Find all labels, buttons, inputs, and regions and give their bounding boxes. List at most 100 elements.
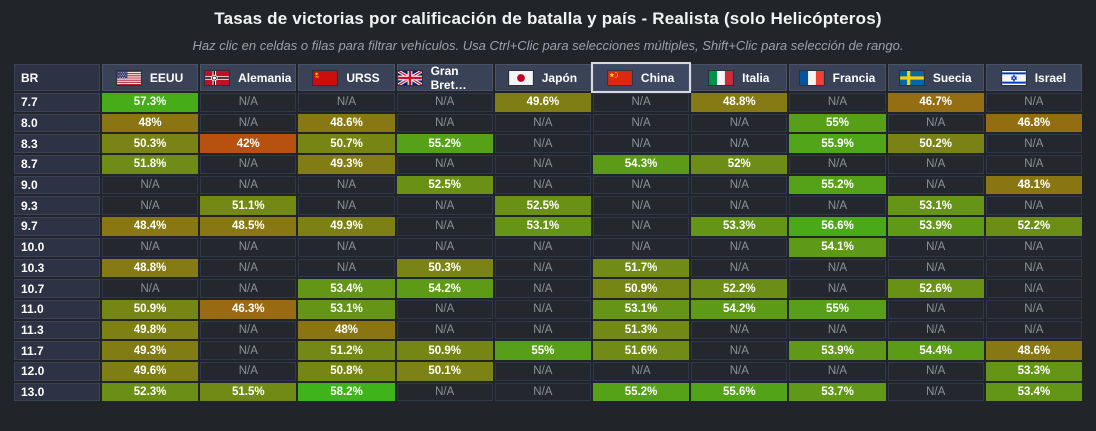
winrate-cell[interactable]: 46.7% <box>887 93 984 112</box>
winrate-cell[interactable]: 55.6% <box>691 382 788 402</box>
winrate-cell[interactable]: 53.3% <box>985 361 1082 381</box>
winrate-cell[interactable]: 55% <box>789 113 886 133</box>
winrate-cell[interactable]: 53.9% <box>789 341 886 360</box>
winrate-cell[interactable]: 52.5% <box>396 175 493 195</box>
winrate-cell[interactable]: 51.3% <box>592 320 690 340</box>
column-header-israel[interactable]: Israel <box>985 64 1082 91</box>
na-cell: N/A <box>691 361 788 381</box>
winrate-cell[interactable]: 54.1% <box>789 237 886 257</box>
row-label-br-9.3[interactable]: 9.3 <box>14 196 100 216</box>
na-cell: N/A <box>396 382 493 402</box>
winrate-cell[interactable]: 50.3% <box>102 134 199 154</box>
row-label-br-11.3[interactable]: 11.3 <box>14 320 100 340</box>
winrate-cell[interactable]: 48.4% <box>102 217 199 236</box>
row-label-br-10.0[interactable]: 10.0 <box>14 237 100 257</box>
winrate-cell[interactable]: 55.2% <box>592 382 690 402</box>
winrate-cell[interactable]: 54.2% <box>396 279 493 298</box>
column-header-alemania[interactable]: Alemania <box>200 64 297 91</box>
winrate-cell[interactable]: 50.1% <box>396 361 493 381</box>
winrate-cell[interactable]: 54.3% <box>592 155 690 174</box>
winrate-cell[interactable]: 53.9% <box>887 217 984 236</box>
column-header-eeuu[interactable]: EEUU <box>102 64 199 91</box>
winrate-cell[interactable]: 57.3% <box>102 93 199 112</box>
row-label-br-11.0[interactable]: 11.0 <box>14 299 100 319</box>
winrate-cell[interactable]: 52.5% <box>494 196 591 216</box>
winrate-cell[interactable]: 53.4% <box>298 279 395 298</box>
winrate-cell[interactable]: 48% <box>298 320 395 340</box>
winrate-cell[interactable]: 54.2% <box>691 299 788 319</box>
winrate-cell[interactable]: 52.2% <box>691 279 788 298</box>
winrate-cell[interactable]: 56.6% <box>789 217 886 236</box>
column-header-label: Francia <box>832 70 876 85</box>
row-label-br-7.7[interactable]: 7.7 <box>14 93 100 112</box>
winrate-cell[interactable]: 49.9% <box>298 217 395 236</box>
winrate-cell[interactable]: 49.6% <box>494 93 591 112</box>
winrate-cell[interactable]: 48.8% <box>102 258 199 278</box>
na-cell: N/A <box>396 196 493 216</box>
winrate-cell[interactable]: 50.9% <box>396 341 493 360</box>
winrate-cell[interactable]: 58.2% <box>298 382 395 402</box>
winrate-cell[interactable]: 46.8% <box>985 113 1082 133</box>
winrate-cell[interactable]: 42% <box>200 134 297 154</box>
winrate-cell[interactable]: 48.6% <box>298 113 395 133</box>
row-label-br-8.7[interactable]: 8.7 <box>14 155 100 174</box>
winrate-cell[interactable]: 49.3% <box>102 341 199 360</box>
winrate-cell[interactable]: 53.1% <box>592 299 690 319</box>
winrate-cell[interactable]: 55% <box>789 299 886 319</box>
winrate-cell[interactable]: 50.2% <box>887 134 984 154</box>
winrate-cell[interactable]: 50.7% <box>298 134 395 154</box>
winrate-cell[interactable]: 48.1% <box>985 175 1082 195</box>
winrate-cell[interactable]: 53.4% <box>985 382 1082 402</box>
row-label-br-12.0[interactable]: 12.0 <box>14 361 100 381</box>
winrate-cell[interactable]: 49.8% <box>102 320 199 340</box>
row-label-br-10.7[interactable]: 10.7 <box>14 279 100 298</box>
row-label-br-11.7[interactable]: 11.7 <box>14 341 100 360</box>
column-header-japon[interactable]: Japón <box>494 64 591 91</box>
row-label-br-10.3[interactable]: 10.3 <box>14 258 100 278</box>
column-header-urss[interactable]: URSS <box>298 64 395 91</box>
column-header-china[interactable]: China <box>590 62 692 93</box>
winrate-cell[interactable]: 52.2% <box>985 217 1082 236</box>
winrate-cell[interactable]: 52.3% <box>102 382 199 402</box>
winrate-cell[interactable]: 52% <box>691 155 788 174</box>
winrate-cell[interactable]: 53.1% <box>887 196 984 216</box>
winrate-cell[interactable]: 48.8% <box>691 93 788 112</box>
winrate-cell[interactable]: 51.7% <box>592 258 690 278</box>
winrate-cell[interactable]: 53.3% <box>691 217 788 236</box>
winrate-cell[interactable]: 53.7% <box>789 382 886 402</box>
winrate-cell[interactable]: 51.5% <box>200 382 297 402</box>
winrate-cell[interactable]: 48% <box>102 113 199 133</box>
column-header-br: BR <box>14 64 100 91</box>
winrate-cell[interactable]: 49.6% <box>102 361 199 381</box>
row-label-br-13.0[interactable]: 13.0 <box>14 382 100 402</box>
winrate-cell[interactable]: 49.3% <box>298 155 395 174</box>
column-header-gran_bretana[interactable]: Gran Bret… <box>396 64 493 92</box>
winrate-cell[interactable]: 52.6% <box>887 279 984 298</box>
winrate-cell[interactable]: 51.1% <box>200 196 297 216</box>
winrate-cell[interactable]: 55.2% <box>396 134 493 154</box>
winrate-cell[interactable]: 55.2% <box>789 175 886 195</box>
winrate-cell[interactable]: 50.8% <box>298 361 395 381</box>
winrate-cell[interactable]: 48.5% <box>200 217 297 236</box>
column-header-italia[interactable]: Italia <box>691 64 788 91</box>
winrate-cell[interactable]: 54.4% <box>887 341 984 360</box>
row-label-br-9.7[interactable]: 9.7 <box>14 217 100 236</box>
winrate-cell[interactable]: 50.3% <box>396 258 493 278</box>
na-cell: N/A <box>789 258 886 278</box>
winrate-cell[interactable]: 51.2% <box>298 341 395 360</box>
winrate-cell[interactable]: 53.1% <box>298 299 395 319</box>
winrate-cell[interactable]: 48.6% <box>985 341 1082 360</box>
winrate-cell[interactable]: 50.9% <box>592 279 690 298</box>
winrate-cell[interactable]: 55% <box>494 341 591 360</box>
row-label-br-8.3[interactable]: 8.3 <box>14 134 100 154</box>
row-label-br-9.0[interactable]: 9.0 <box>14 175 100 195</box>
column-header-francia[interactable]: Francia <box>789 64 886 91</box>
winrate-cell[interactable]: 53.1% <box>494 217 591 236</box>
winrate-cell[interactable]: 46.3% <box>200 299 297 319</box>
winrate-cell[interactable]: 51.8% <box>102 155 199 174</box>
winrate-cell[interactable]: 50.9% <box>102 299 199 319</box>
row-label-br-8.0[interactable]: 8.0 <box>14 113 100 133</box>
column-header-suecia[interactable]: Suecia <box>887 64 984 91</box>
winrate-cell[interactable]: 51.6% <box>592 341 690 360</box>
winrate-cell[interactable]: 55.9% <box>789 134 886 154</box>
